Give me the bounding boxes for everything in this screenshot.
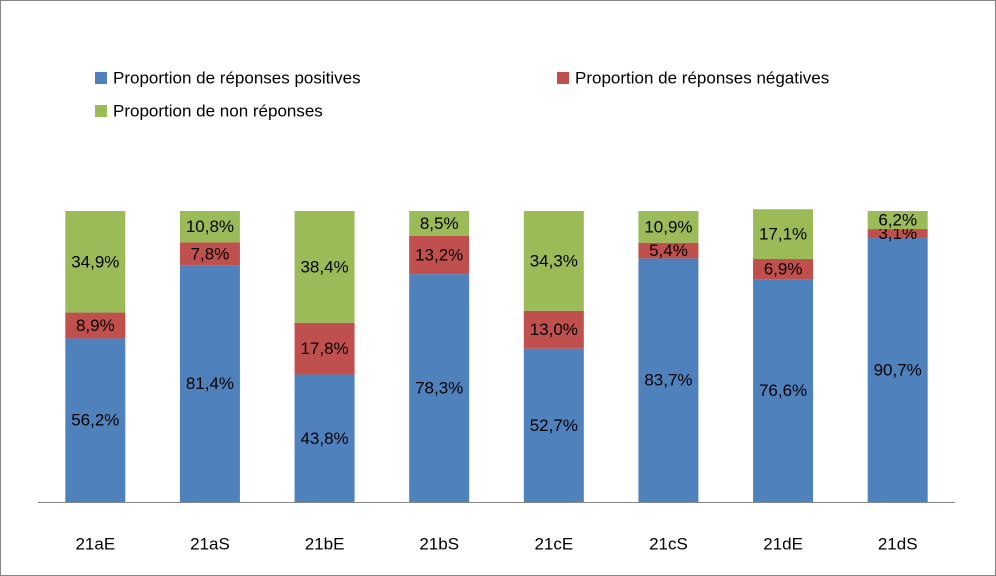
bar-segment [753,259,814,280]
data-label: 13,2% [415,245,463,264]
bar-segment [294,374,355,502]
bar-segment [638,258,699,502]
data-label: 7,8% [191,244,230,263]
data-label: 6,9% [764,260,803,279]
x-tick-label: 21aE [75,534,115,553]
legend-swatch [95,72,107,84]
data-label: 83,7% [644,371,692,390]
bar-segment [523,211,584,311]
bar-segment [65,312,126,339]
bar-segment [523,348,584,502]
data-label: 10,9% [644,217,692,236]
x-tick-label: 21bE [305,534,345,553]
legend-label: Proportion de non réponses [113,101,323,120]
bar-segment [523,310,584,349]
bar-segment [753,279,814,502]
data-label: 78,3% [415,379,463,398]
bar-segment [409,274,470,502]
data-label: 34,3% [530,251,578,270]
data-label: 56,2% [71,411,119,430]
bar-segment [65,211,126,313]
x-tick-label: 21dS [878,534,918,553]
data-label: 17,1% [759,225,807,244]
data-label: 17,8% [300,339,348,358]
data-label: 43,8% [300,429,348,448]
bar-segment [179,265,240,502]
data-label: 13,0% [530,320,578,339]
bar-segment [409,235,470,275]
bar-segment [867,238,928,503]
x-tick-label: 21bS [419,534,459,553]
bar-segment [753,209,814,260]
data-label: 34,9% [71,252,119,271]
bar-segment [867,211,928,230]
bar-segment [179,242,240,266]
x-tick-label: 21cS [649,534,688,553]
bar-segment [179,211,240,243]
data-label: 5,4% [649,241,688,260]
bar-segment [65,338,126,502]
bar-segment [294,211,355,323]
data-label: 38,4% [300,257,348,276]
bar-segment [638,211,699,243]
bar-segment [867,229,928,239]
data-label: 10,8% [186,217,234,236]
data-label: 90,7% [874,361,922,380]
x-tick-label: 21dE [763,534,803,553]
data-label: 8,5% [420,214,459,233]
x-tick-label: 21cE [534,534,573,553]
data-label: 76,6% [759,381,807,400]
legend-label: Proportion de réponses positives [113,68,361,87]
bar-segment [409,211,470,236]
data-label: 52,7% [530,416,578,435]
data-label: 81,4% [186,374,234,393]
legend-label: Proportion de réponses négatives [575,68,829,87]
x-tick-label: 21aS [190,534,230,553]
data-label: 8,9% [76,316,115,335]
bar-segment [638,242,699,259]
bar-segment [294,322,355,375]
data-label: 6,2% [878,211,917,230]
legend-swatch [557,72,569,84]
legend-swatch [95,105,107,117]
